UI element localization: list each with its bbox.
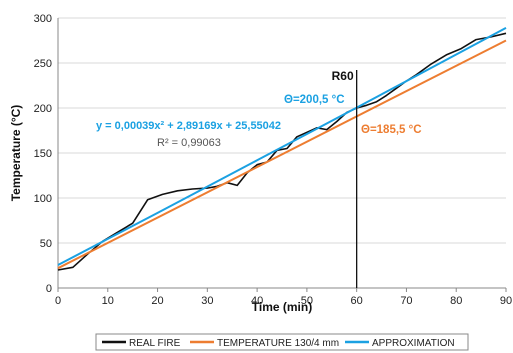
r60-marker-label: R60	[332, 69, 354, 83]
legend-label-approximation: APPROXIMATION	[372, 338, 455, 349]
x-tick-20: 20	[151, 295, 163, 307]
x-tick-0: 0	[55, 295, 61, 307]
legend-label-real-fire: REAL FIRE	[129, 338, 181, 349]
theta-approximation-label: Θ=200,5 °C	[284, 94, 345, 106]
y-tick-50: 50	[40, 238, 52, 250]
x-tick-10: 10	[102, 295, 114, 307]
x-tick-60: 60	[351, 295, 363, 307]
temperature-130-4mm-line	[57, 39, 507, 270]
x-tick-70: 70	[400, 295, 412, 307]
x-tick-80: 80	[450, 295, 462, 307]
axes	[57, 18, 506, 289]
x-tick-40: 40	[251, 295, 263, 307]
y-tick-150: 150	[34, 148, 52, 160]
x-tick-labels: 0 10 20 30 40 50 60 70 80 90	[55, 288, 512, 307]
y-tick-0: 0	[46, 283, 52, 295]
x-tick-90: 90	[500, 295, 512, 307]
legend: REAL FIRE TEMPERATURE 130/4 mm APPROXIMA…	[95, 333, 469, 351]
approximation-line	[57, 27, 507, 266]
x-tick-30: 30	[201, 295, 213, 307]
y-tick-300: 300	[34, 13, 52, 25]
y-tick-200: 200	[34, 103, 52, 115]
legend-label-temperature: TEMPERATURE 130/4 mm	[217, 338, 339, 349]
y-axis-title: Temperature (°C)	[9, 105, 23, 202]
regression-equation: y = 0,00039x² + 2,89169x + 25,55042	[96, 120, 281, 132]
series-lines	[57, 27, 507, 271]
gridlines	[58, 17, 506, 244]
y-tick-100: 100	[34, 193, 52, 205]
legend-box	[95, 333, 469, 351]
y-tick-250: 250	[34, 58, 52, 70]
x-tick-50: 50	[301, 295, 313, 307]
x-axis-title: Time (min)	[252, 300, 312, 314]
theta-temperature-label: Θ=185,5 °C	[361, 124, 422, 136]
r-squared-label: R² = 0,99063	[157, 137, 221, 149]
y-tick-labels: 0 50 100 150 200 250 300	[34, 13, 52, 295]
